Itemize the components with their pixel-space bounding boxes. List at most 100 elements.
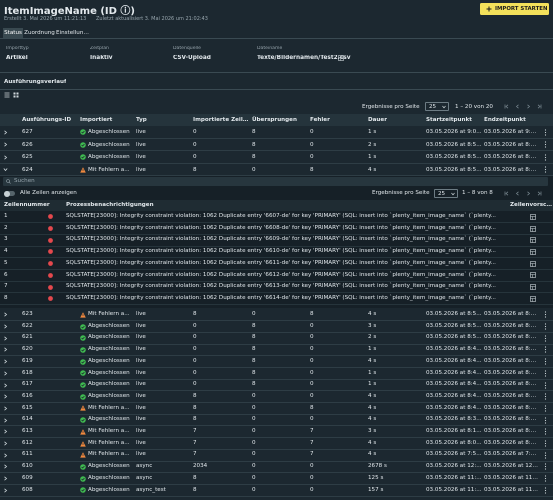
pagination-button[interactable] bbox=[537, 104, 542, 109]
execution-id: 622 bbox=[22, 322, 33, 329]
expand-arrow[interactable] bbox=[3, 371, 8, 376]
row-menu[interactable] bbox=[544, 370, 547, 377]
row-preview-icon[interactable] bbox=[530, 237, 536, 244]
pagination-button[interactable] bbox=[504, 104, 509, 109]
collapse-arrow[interactable] bbox=[3, 167, 8, 172]
duration: 4 s bbox=[368, 357, 377, 364]
row-preview-icon[interactable] bbox=[530, 249, 536, 255]
type: live bbox=[136, 381, 146, 388]
duration: 2678 s bbox=[368, 463, 387, 470]
expand-arrow[interactable] bbox=[3, 394, 8, 399]
row-menu[interactable] bbox=[544, 428, 547, 435]
import-button[interactable]: IMPORT STARTEN bbox=[480, 3, 549, 15]
row-preview-icon[interactable] bbox=[530, 295, 536, 302]
expand-arrow[interactable] bbox=[3, 441, 8, 446]
expand-arrow[interactable] bbox=[3, 488, 8, 493]
errors: 0 bbox=[310, 334, 314, 341]
pagination-button[interactable] bbox=[526, 191, 531, 196]
status-check-icon bbox=[80, 129, 86, 136]
file-icon[interactable] bbox=[338, 55, 344, 61]
row-menu[interactable] bbox=[544, 393, 547, 400]
duration: 125 s bbox=[368, 474, 384, 481]
status: Abgeschlossen bbox=[88, 357, 130, 364]
tab[interactable]: Einstellungen bbox=[56, 30, 92, 36]
start-time: 03.05.2026 at 7:5... bbox=[426, 451, 482, 458]
result-range: 1 – 8 von 8 bbox=[462, 190, 493, 196]
expand-arrow[interactable] bbox=[3, 336, 8, 341]
expand-arrow[interactable] bbox=[3, 359, 8, 364]
toolbar-settings[interactable] bbox=[13, 92, 19, 98]
error-icon bbox=[48, 237, 53, 243]
expand-arrow[interactable] bbox=[3, 312, 8, 317]
toolbar-columns[interactable] bbox=[4, 92, 10, 98]
expand-arrow[interactable] bbox=[3, 324, 8, 329]
errors: 8 bbox=[310, 311, 314, 317]
per-page-select[interactable]: 25 bbox=[434, 189, 458, 198]
execution-id: 621 bbox=[22, 334, 33, 341]
row-menu[interactable] bbox=[544, 463, 547, 471]
expand-arrow[interactable] bbox=[3, 429, 8, 434]
expand-arrow[interactable] bbox=[3, 142, 8, 147]
row-menu[interactable] bbox=[544, 141, 547, 148]
skipped: 0 bbox=[252, 311, 256, 317]
row-menu[interactable] bbox=[544, 475, 547, 482]
expand-arrow[interactable] bbox=[3, 406, 8, 411]
end-time: 03.05.2026 at 9:0... bbox=[484, 129, 538, 135]
row-menu[interactable] bbox=[544, 335, 547, 342]
expand-arrow[interactable] bbox=[3, 347, 8, 352]
row-menu[interactable] bbox=[544, 405, 547, 412]
section-divider bbox=[0, 72, 553, 73]
row-menu[interactable] bbox=[544, 129, 547, 136]
expand-arrow[interactable] bbox=[3, 476, 8, 481]
row-preview-icon[interactable] bbox=[530, 225, 536, 232]
pagination-button[interactable] bbox=[537, 191, 542, 196]
row-menu[interactable] bbox=[544, 440, 547, 447]
import-icon[interactable] bbox=[486, 6, 492, 12]
pagination-button[interactable] bbox=[515, 104, 520, 109]
row-menu[interactable] bbox=[544, 452, 547, 459]
import-button-label[interactable]: IMPORT STARTEN bbox=[495, 6, 548, 12]
expand-arrow[interactable] bbox=[3, 418, 8, 423]
expand-arrow[interactable] bbox=[3, 155, 8, 160]
row-menu[interactable] bbox=[544, 358, 547, 365]
row-preview-icon[interactable] bbox=[530, 284, 536, 290]
type: live bbox=[136, 334, 146, 341]
toggle-knob[interactable] bbox=[4, 190, 10, 197]
status: Abgeschlossen bbox=[88, 154, 130, 160]
row-menu[interactable] bbox=[544, 417, 547, 424]
status: Mit Fehlern a... bbox=[88, 439, 130, 446]
search-placeholder[interactable]: Suchen bbox=[14, 178, 35, 184]
duration: 1 s bbox=[368, 129, 377, 135]
column-header: Prozessbenachrichtigungen bbox=[66, 202, 154, 208]
expand-arrow[interactable] bbox=[3, 383, 8, 388]
row-menu[interactable] bbox=[544, 487, 547, 494]
skipped: 0 bbox=[252, 392, 256, 399]
expand-arrow[interactable] bbox=[3, 453, 8, 458]
pagination-button[interactable] bbox=[504, 191, 509, 196]
expand-arrow[interactable] bbox=[3, 464, 8, 469]
row-menu[interactable] bbox=[544, 346, 547, 354]
row-menu[interactable] bbox=[544, 311, 547, 318]
row-preview-icon[interactable] bbox=[530, 272, 536, 279]
imported-rows: 0 bbox=[193, 369, 197, 376]
expand-arrow[interactable] bbox=[3, 130, 8, 135]
status-check-icon bbox=[80, 323, 86, 330]
type: live bbox=[136, 154, 146, 160]
search-icon bbox=[6, 179, 11, 184]
tab[interactable]: Status bbox=[3, 28, 23, 38]
row-preview-icon[interactable] bbox=[530, 260, 536, 267]
row-menu[interactable] bbox=[544, 154, 547, 161]
error-icon bbox=[48, 272, 53, 278]
row-menu[interactable] bbox=[544, 323, 547, 330]
row-menu[interactable] bbox=[544, 381, 547, 389]
tab[interactable]: Zuordnung bbox=[24, 30, 55, 36]
row-divider bbox=[0, 331, 553, 333]
duration: 2 s bbox=[368, 334, 377, 341]
row-preview-icon[interactable] bbox=[530, 214, 536, 220]
per-page-select[interactable]: 25 bbox=[425, 102, 449, 111]
pagination-button[interactable] bbox=[515, 191, 520, 196]
row-menu[interactable] bbox=[544, 166, 547, 173]
status: Mit Fehlern a... bbox=[88, 451, 130, 458]
pagination-button[interactable] bbox=[526, 104, 531, 109]
